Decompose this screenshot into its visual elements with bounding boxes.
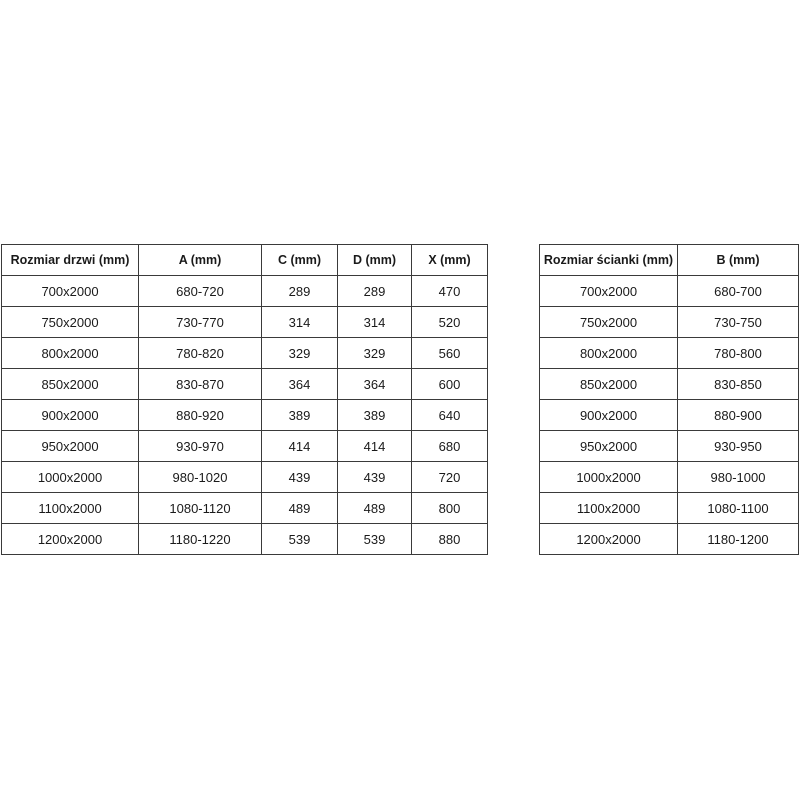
table-row: 900x2000 880-920 389 389 640 [1, 399, 488, 431]
table-cell: 930-950 [677, 430, 799, 462]
table-row: 850x2000 830-850 [539, 368, 799, 400]
table-cell: 980-1000 [677, 461, 799, 493]
table-cell: 830-850 [677, 368, 799, 400]
table-cell: 880 [411, 523, 488, 555]
table-cell: 489 [337, 492, 412, 524]
column-header: B (mm) [677, 244, 799, 276]
column-header: A (mm) [138, 244, 262, 276]
table-row: 800x2000 780-800 [539, 337, 799, 369]
table-cell: 680-720 [138, 275, 262, 307]
table-row: 1000x2000 980-1000 [539, 461, 799, 493]
column-header: D (mm) [337, 244, 412, 276]
table-cell: 470 [411, 275, 488, 307]
table-row: 1200x2000 1180-1200 [539, 523, 799, 555]
table-cell: 900x2000 [1, 399, 139, 431]
table-cell: 600 [411, 368, 488, 400]
table-cell: 750x2000 [1, 306, 139, 338]
table-cell: 389 [337, 399, 412, 431]
table-cell: 800x2000 [539, 337, 678, 369]
table-row: 1100x2000 1080-1100 [539, 492, 799, 524]
door-table-body: 700x2000 680-720 289 289 470 750x2000 730-770 3… [1, 275, 488, 555]
table-cell: 800 [411, 492, 488, 524]
table-cell: 364 [337, 368, 412, 400]
table-cell: 880-900 [677, 399, 799, 431]
table-cell: 1080-1120 [138, 492, 262, 524]
table-row: 700x2000 680-700 [539, 275, 799, 307]
table-cell: 680 [411, 430, 488, 462]
table-row: 750x2000 730-770 314 314 520 [1, 306, 488, 338]
table-cell: 329 [337, 337, 412, 369]
table-cell: 414 [261, 430, 338, 462]
wall-table-body: 700x2000 680-700 750x2000 730-750 800x2000 78… [539, 275, 799, 555]
column-header: C (mm) [261, 244, 338, 276]
column-header: Rozmiar ścianki (mm) [539, 244, 678, 276]
table-cell: 1080-1100 [677, 492, 799, 524]
table-row: 1200x2000 1180-1220 539 539 880 [1, 523, 488, 555]
table-cell: 1100x2000 [539, 492, 678, 524]
table-cell: 980-1020 [138, 461, 262, 493]
table-cell: 730-750 [677, 306, 799, 338]
table-cell: 560 [411, 337, 488, 369]
table-cell: 1200x2000 [539, 523, 678, 555]
table-cell: 539 [337, 523, 412, 555]
table-cell: 389 [261, 399, 338, 431]
table-cell: 289 [337, 275, 412, 307]
table-cell: 539 [261, 523, 338, 555]
table-cell: 930-970 [138, 430, 262, 462]
table-cell: 800x2000 [1, 337, 139, 369]
table-row: 900x2000 880-900 [539, 399, 799, 431]
header-row: Rozmiar ścianki (mm) B (mm) [539, 244, 799, 276]
table-cell: 1000x2000 [539, 461, 678, 493]
table-cell: 900x2000 [539, 399, 678, 431]
table-cell: 314 [337, 306, 412, 338]
table-row: 800x2000 780-820 329 329 560 [1, 337, 488, 369]
door-table-header: Rozmiar drzwi (mm) A (mm) C (mm) D (mm) X (m… [1, 244, 488, 276]
table-cell: 700x2000 [539, 275, 678, 307]
table-cell: 489 [261, 492, 338, 524]
table-cell: 1100x2000 [1, 492, 139, 524]
table-cell: 640 [411, 399, 488, 431]
table-cell: 850x2000 [1, 368, 139, 400]
table-cell: 720 [411, 461, 488, 493]
table-cell: 750x2000 [539, 306, 678, 338]
table-cell: 314 [261, 306, 338, 338]
table-row: 700x2000 680-720 289 289 470 [1, 275, 488, 307]
table-cell: 780-800 [677, 337, 799, 369]
table-cell: 830-870 [138, 368, 262, 400]
table-cell: 950x2000 [1, 430, 139, 462]
table-row: 1000x2000 980-1020 439 439 720 [1, 461, 488, 493]
table-cell: 880-920 [138, 399, 262, 431]
table-cell: 730-770 [138, 306, 262, 338]
table-cell: 850x2000 [539, 368, 678, 400]
table-row: 850x2000 830-870 364 364 600 [1, 368, 488, 400]
table-cell: 520 [411, 306, 488, 338]
table-cell: 700x2000 [1, 275, 139, 307]
table-cell: 1180-1220 [138, 523, 262, 555]
table-cell: 1180-1200 [677, 523, 799, 555]
table-cell: 329 [261, 337, 338, 369]
column-header: X (mm) [411, 244, 488, 276]
wall-size-table: Rozmiar ścianki (mm) B (mm) 700x2000 680-7… [539, 244, 799, 555]
table-cell: 950x2000 [539, 430, 678, 462]
table-cell: 289 [261, 275, 338, 307]
table-cell: 1200x2000 [1, 523, 139, 555]
header-row: Rozmiar drzwi (mm) A (mm) C (mm) D (mm) X (m… [1, 244, 488, 276]
door-size-table: Rozmiar drzwi (mm) A (mm) C (mm) D (mm) X (m… [1, 244, 488, 555]
table-cell: 1000x2000 [1, 461, 139, 493]
table-cell: 439 [337, 461, 412, 493]
table-row: 950x2000 930-950 [539, 430, 799, 462]
column-header: Rozmiar drzwi (mm) [1, 244, 139, 276]
table-row: 1100x2000 1080-1120 489 489 800 [1, 492, 488, 524]
table-cell: 439 [261, 461, 338, 493]
table-row: 750x2000 730-750 [539, 306, 799, 338]
table-row: 950x2000 930-970 414 414 680 [1, 430, 488, 462]
table-cell: 364 [261, 368, 338, 400]
wall-table-header: Rozmiar ścianki (mm) B (mm) [539, 244, 799, 276]
table-cell: 414 [337, 430, 412, 462]
table-cell: 780-820 [138, 337, 262, 369]
table-cell: 680-700 [677, 275, 799, 307]
